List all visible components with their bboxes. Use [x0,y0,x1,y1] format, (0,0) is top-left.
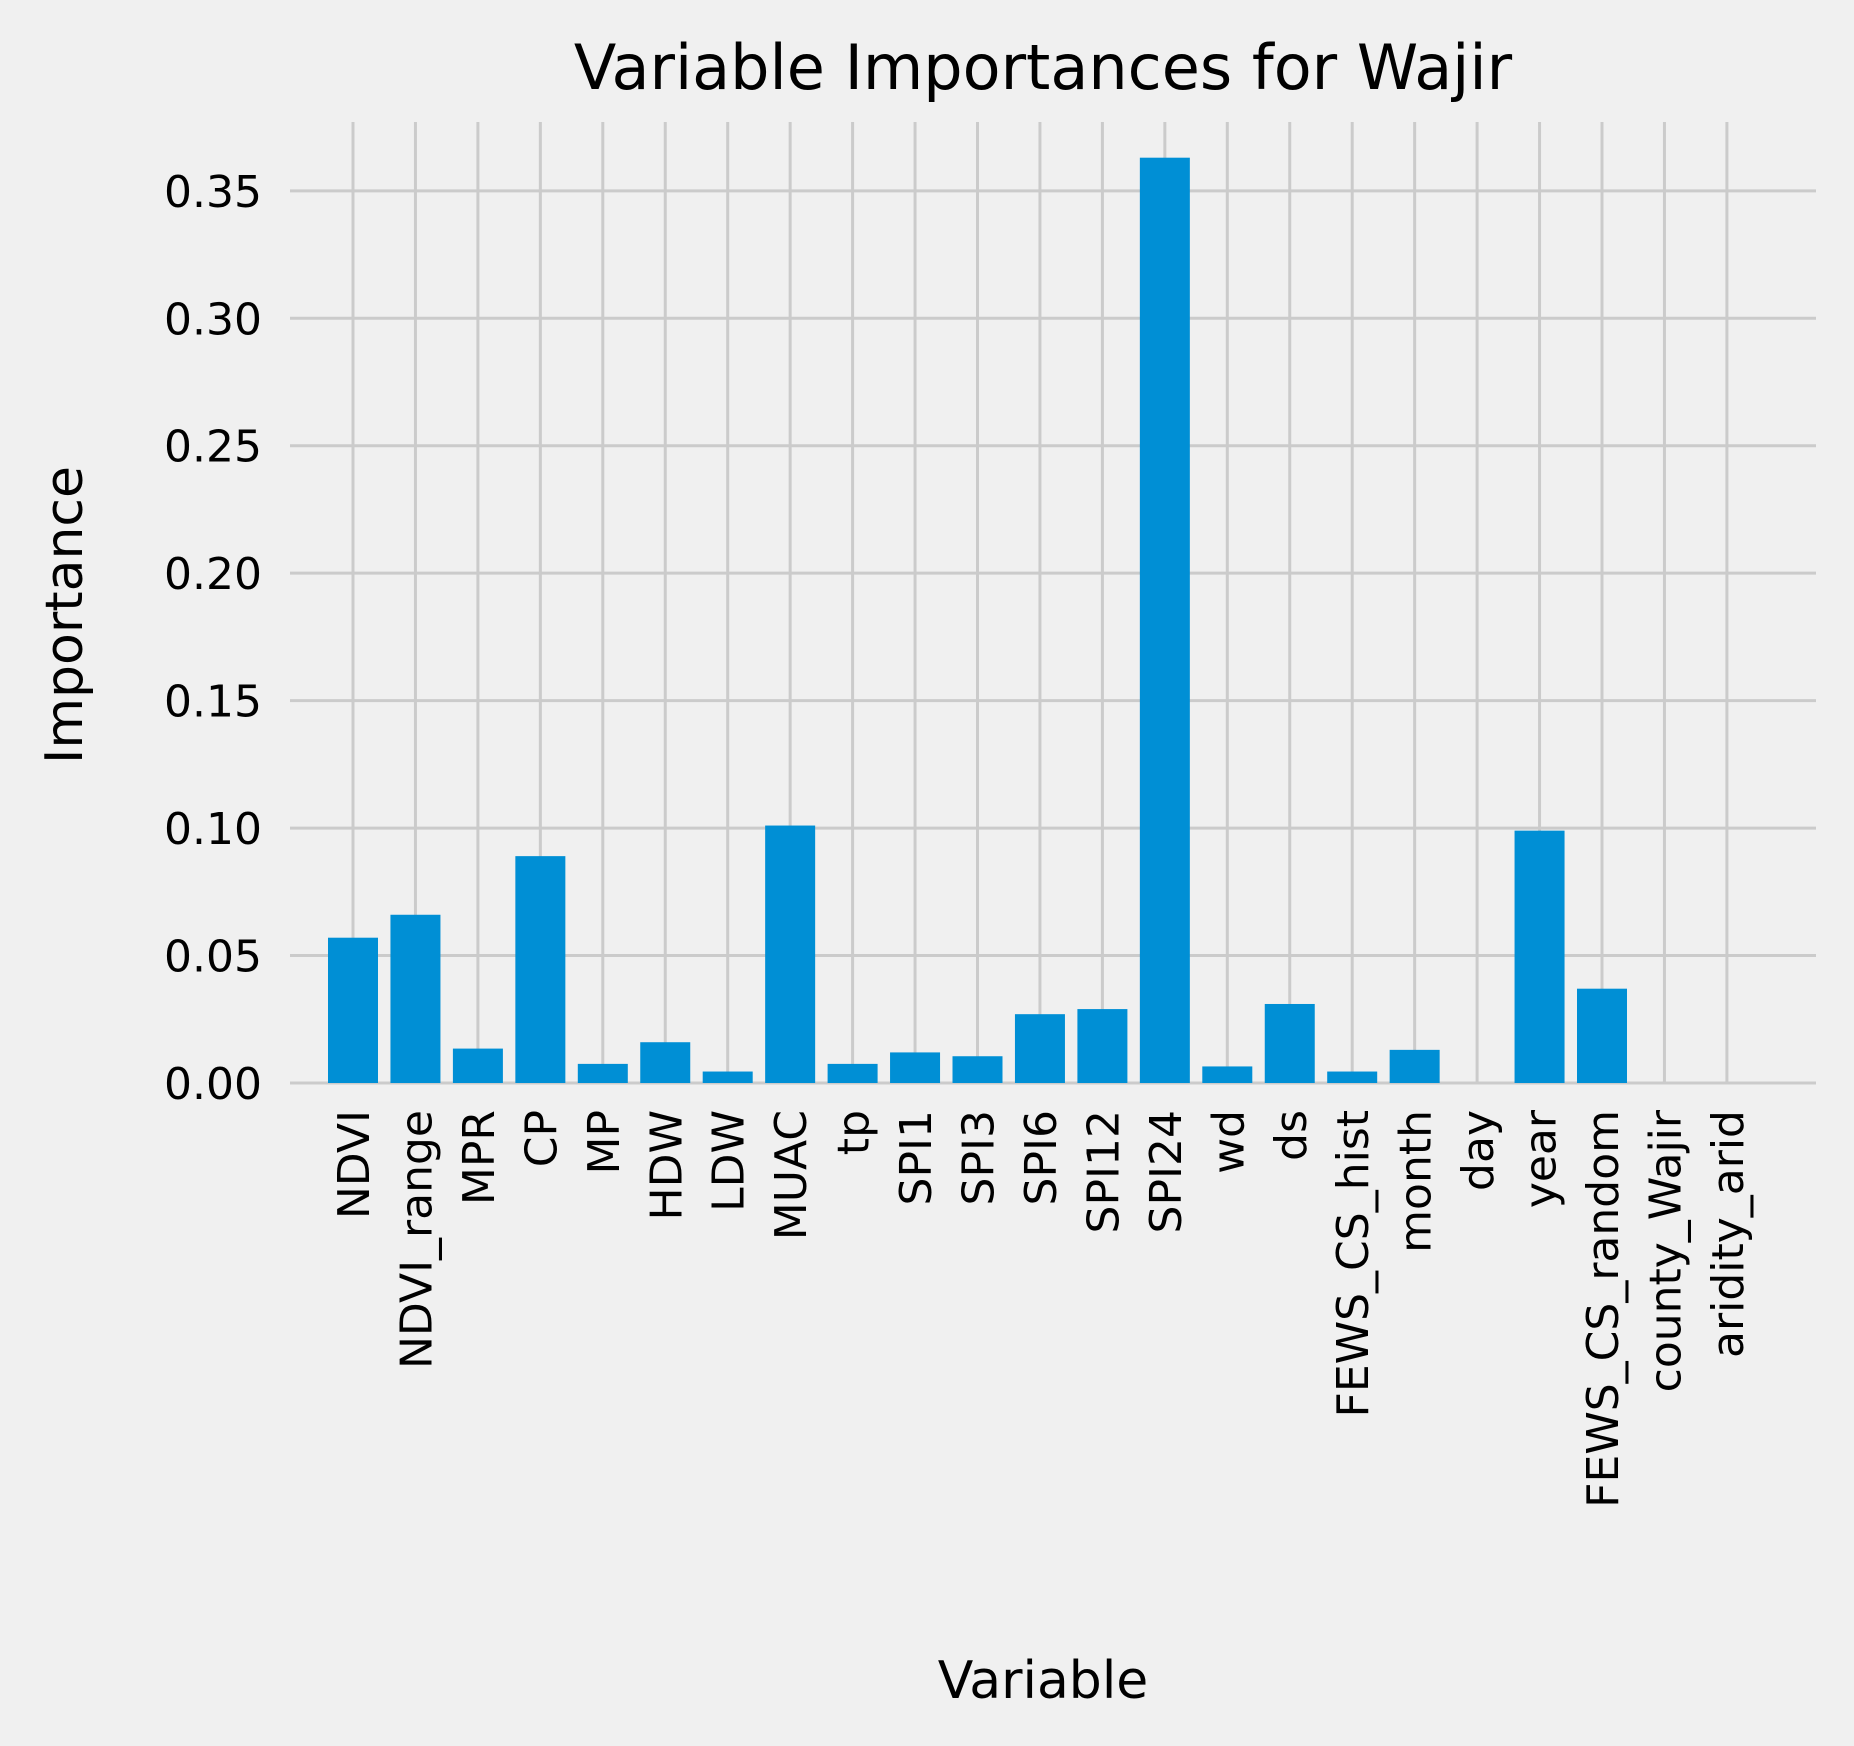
bar-mpr [452,1048,503,1083]
y-axis-label: Importance [35,466,95,764]
grid [290,122,1816,1085]
x-tick-label: CP [516,1110,567,1167]
x-tick-label: SPI3 [954,1110,1005,1205]
bar-ldw [702,1071,753,1083]
y-tick-label: 0.30 [164,294,262,345]
x-tick-label: day [1453,1110,1504,1191]
x-tick-label: NDVI_range [391,1110,442,1369]
x-tick-label: LDW [704,1110,755,1212]
bar-muac [765,825,816,1083]
x-tick-labels: NDVI NDVI_range MPR CP MP HDW LDW MUAC tp SPI1 SPI… [329,1109,1754,1508]
bar-mp [577,1063,628,1083]
x-tick-label: MP [579,1110,630,1175]
bar-ds [1264,1003,1315,1083]
bar-year [1514,830,1565,1083]
bar-spi1 [890,1052,941,1083]
x-tick-label: month [1391,1110,1442,1253]
x-tick-label: SPI6 [1016,1110,1067,1205]
x-tick-label: SPI12 [1078,1110,1129,1233]
y-tick-label: 0.10 [164,804,262,855]
x-tick-label: county_Wajir [1640,1109,1691,1392]
x-tick-label: SPI1 [891,1110,942,1205]
bar-cp [515,856,566,1083]
y-tick-label: 0.05 [164,932,262,983]
x-tick-label: year [1516,1109,1567,1208]
bar-tp [827,1063,878,1083]
chart-title: Variable Importances for Wajir [574,31,1513,104]
y-tick-label: 0.00 [164,1059,262,1110]
y-tick-label: 0.15 [164,677,262,728]
bars [328,157,1627,1083]
x-tick-label: MUAC [766,1110,817,1240]
bar-spi24 [1139,157,1190,1083]
bar-ndvi-range [390,914,441,1083]
x-tick-label: wd [1203,1110,1254,1174]
bar-month [1389,1049,1440,1083]
bar-spi12 [1077,1009,1128,1083]
bar-fews-cs-random [1577,988,1627,1083]
x-tick-label: NDVI [329,1110,380,1219]
x-tick-label: FEWS_CS_random [1578,1110,1629,1508]
bar-hdw [640,1042,691,1083]
y-tick-label: 0.25 [164,422,262,473]
bar-spi6 [1014,1014,1065,1083]
x-tick-label: HDW [641,1110,692,1220]
x-tick-label: FEWS_CS_hist [1328,1110,1379,1417]
x-tick-label: ds [1266,1110,1317,1161]
bar-ndvi [328,937,378,1083]
x-tick-label: MPR [454,1110,505,1205]
bar-fews-cs-hist [1327,1071,1378,1083]
x-tick-label: tp [829,1110,880,1155]
x-axis-label: Variable [938,1651,1149,1711]
bar-spi3 [952,1056,1003,1083]
y-tick-label: 0.35 [164,167,262,218]
bar-wd [1202,1066,1253,1083]
y-tick-label: 0.20 [164,549,262,600]
x-tick-label: SPI24 [1141,1110,1192,1233]
x-tick-label: aridity_arid [1703,1110,1754,1358]
y-tick-labels: 0.00 0.05 0.10 0.15 0.20 0.25 0.30 0.35 [164,167,262,1110]
